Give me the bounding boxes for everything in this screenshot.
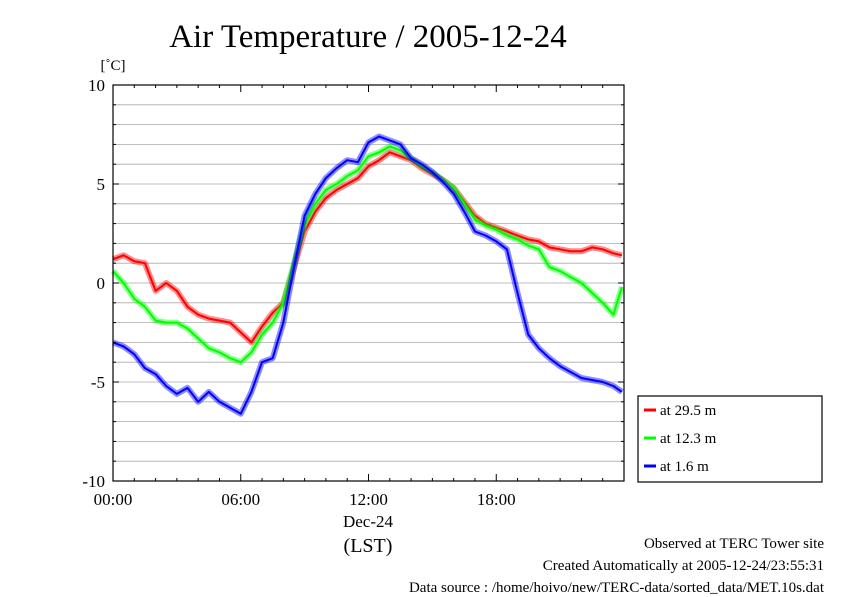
x-tick-label: 00:00 xyxy=(94,490,133,509)
legend: at 29.5 m at 12.3 m at 1.6 m xyxy=(637,395,823,483)
series-band-1 xyxy=(111,149,623,346)
legend-label: at 29.5 m xyxy=(660,403,717,419)
series-line-2 xyxy=(112,145,623,364)
chart-title: Air Temperature / 2005-12-24 xyxy=(169,19,567,55)
y-tick-label: 0 xyxy=(97,274,106,293)
y-axis-unit-label: [˚C] xyxy=(101,58,126,74)
legend-box xyxy=(637,395,823,483)
x-tick-label: 06:00 xyxy=(221,490,260,509)
y-tick-label: -10 xyxy=(82,472,105,491)
series-line-1 xyxy=(112,151,623,344)
footer-created: Created Automatically at 2005-12-24/23:5… xyxy=(542,558,824,574)
x-tick-label: 12:00 xyxy=(349,490,388,509)
y-tick-label: -5 xyxy=(91,373,105,392)
y-tick-label: 10 xyxy=(88,76,105,95)
x-axis-timezone-label: (LST) xyxy=(344,535,393,557)
x-tick-label: 18:00 xyxy=(477,490,516,509)
footer-site: Observed at TERC Tower site xyxy=(643,536,824,552)
series-line-3 xyxy=(112,135,623,415)
series-band-3 xyxy=(111,133,624,417)
x-axis-date-label: Dec-24 xyxy=(343,512,394,531)
data-series xyxy=(110,133,625,417)
legend-label: at 12.3 m xyxy=(660,431,717,447)
y-tick-label: 5 xyxy=(97,175,106,194)
footer-data-source: Data source : /home/hoivo/new/TERC-data/… xyxy=(408,580,824,596)
legend-label: at 1.6 m xyxy=(660,459,709,475)
